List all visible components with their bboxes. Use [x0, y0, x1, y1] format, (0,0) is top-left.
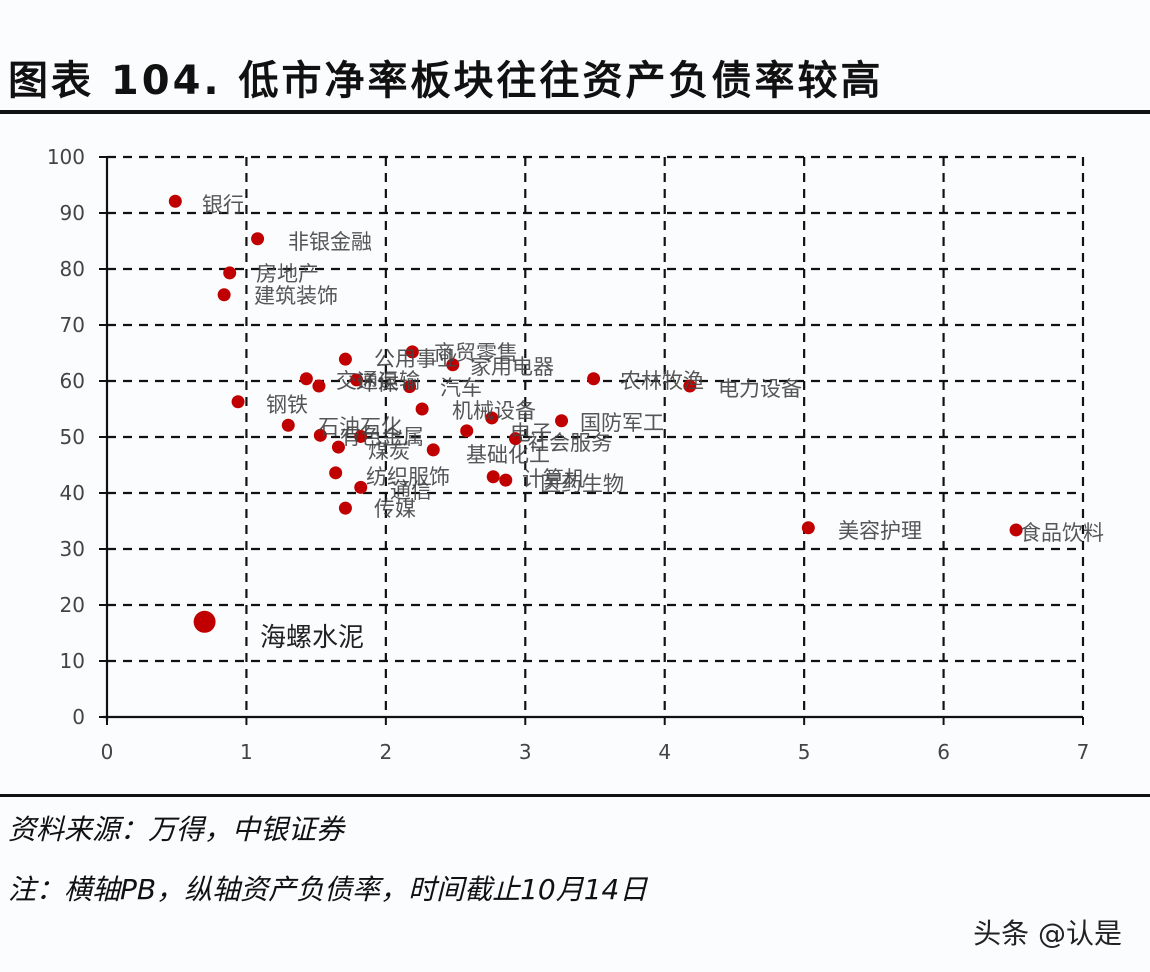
- data-point: [415, 402, 429, 416]
- x-tick-label: 7: [1077, 740, 1090, 764]
- point-label: 银行: [202, 193, 244, 217]
- point-label: 计算机: [522, 467, 585, 491]
- axis-note: 注：横轴PB，纵轴资产负债率，时间截止10月14日: [8, 873, 648, 906]
- point-label: 国防军工: [580, 411, 664, 435]
- data-point: [587, 372, 601, 386]
- point-label: 医药生物: [540, 472, 624, 496]
- point-label: 环保: [356, 371, 398, 395]
- y-tick-label: 10: [60, 649, 85, 673]
- data-point: [446, 358, 460, 372]
- point-label: 食品饮料: [1020, 521, 1104, 545]
- point-label: 有色金属: [340, 425, 424, 449]
- data-point: [312, 379, 326, 393]
- data-point: [193, 610, 216, 633]
- point-label: 汽车: [440, 376, 482, 400]
- point-label: 通信: [390, 479, 432, 503]
- data-point: [683, 379, 697, 393]
- data-point: [801, 521, 815, 535]
- point-label: 房地产: [256, 262, 319, 286]
- data-point: [499, 473, 513, 487]
- scatter-chart: 0 10 20 30 40 50 60 70 80 90 100 0 1 2 3 4 5 6 7 银行非银金融房地产…: [47, 145, 1104, 764]
- point-label: 纺织服饰: [366, 465, 450, 489]
- data-point: [555, 414, 569, 428]
- data-point: [354, 429, 368, 443]
- y-tick-label: 20: [60, 593, 85, 617]
- source-note: 资料来源：万得，中银证券: [8, 813, 345, 846]
- y-tick-label: 90: [60, 201, 85, 225]
- axes: [99, 156, 1084, 725]
- y-tick-label: 30: [60, 537, 85, 561]
- x-tick-label: 4: [658, 740, 671, 764]
- point-label: 建筑装饰: [254, 284, 338, 308]
- point-label: 商贸零售: [434, 341, 518, 365]
- point-label: 煤炭: [368, 439, 410, 463]
- y-tick-label: 70: [60, 313, 85, 337]
- data-point: [460, 424, 474, 438]
- x-tick-label: 1: [240, 740, 253, 764]
- x-tick-label: 2: [379, 740, 392, 764]
- point-label: 机械设备: [452, 399, 536, 423]
- data-point: [485, 411, 499, 425]
- data-point: [329, 466, 343, 480]
- data-point: [223, 266, 237, 280]
- y-tick-label: 80: [60, 257, 85, 281]
- data-point: [350, 373, 364, 387]
- x-tick-label: 3: [519, 740, 532, 764]
- point-label: 钢铁: [266, 393, 308, 417]
- x-tick-label: 0: [101, 740, 114, 764]
- point-label: 石油石化: [318, 415, 402, 439]
- y-tick-label: 50: [60, 425, 85, 449]
- data-point: [168, 194, 182, 208]
- data-point: [405, 345, 419, 359]
- point-label: 家用电器: [470, 355, 554, 379]
- data-point: [251, 232, 265, 246]
- point-label: 公用事业: [374, 347, 458, 371]
- data-point: [217, 288, 231, 302]
- y-tick-label: 0: [72, 705, 85, 729]
- data-point: [231, 395, 245, 409]
- footer-divider: [0, 794, 1150, 797]
- point-label: 海螺水泥: [260, 623, 364, 653]
- chart-title: 图表 104. 低市净率板块往往资产负债率较高: [8, 58, 884, 104]
- data-point: [1009, 523, 1023, 537]
- point-label: 电力设备: [718, 377, 802, 401]
- data-point: [331, 440, 345, 454]
- data-point: [338, 352, 352, 366]
- watermark: 头条 @认是: [973, 917, 1122, 950]
- data-point: [281, 418, 295, 432]
- data-point: [509, 432, 523, 446]
- y-tick-label: 60: [60, 369, 85, 393]
- point-label: 电子: [510, 421, 552, 445]
- grid-lines: [107, 155, 1085, 717]
- data-point: [403, 380, 417, 394]
- point-label: 社会服务: [528, 431, 612, 455]
- y-tick-label: 100: [47, 145, 85, 169]
- point-label: 交通运输: [336, 369, 420, 393]
- x-tick-label: 6: [937, 740, 950, 764]
- point-label: 基础化工: [466, 443, 550, 467]
- data-points: [168, 194, 1023, 633]
- point-label: 非银金融: [288, 230, 372, 254]
- x-tick-label: 5: [798, 740, 811, 764]
- data-point: [299, 372, 313, 386]
- point-label: 传媒: [374, 497, 416, 521]
- data-point: [313, 428, 327, 442]
- y-tick-label: 40: [60, 481, 85, 505]
- data-point: [338, 501, 352, 515]
- title-divider: [0, 110, 1150, 114]
- tick-labels: 0 10 20 30 40 50 60 70 80 90 100 0 1 2 3 4 5 6 7: [47, 145, 1090, 764]
- data-point: [486, 470, 500, 484]
- point-label: 美容护理: [838, 519, 922, 543]
- data-point: [354, 480, 368, 494]
- data-point: [426, 443, 440, 457]
- point-label: 农林牧渔: [620, 369, 704, 393]
